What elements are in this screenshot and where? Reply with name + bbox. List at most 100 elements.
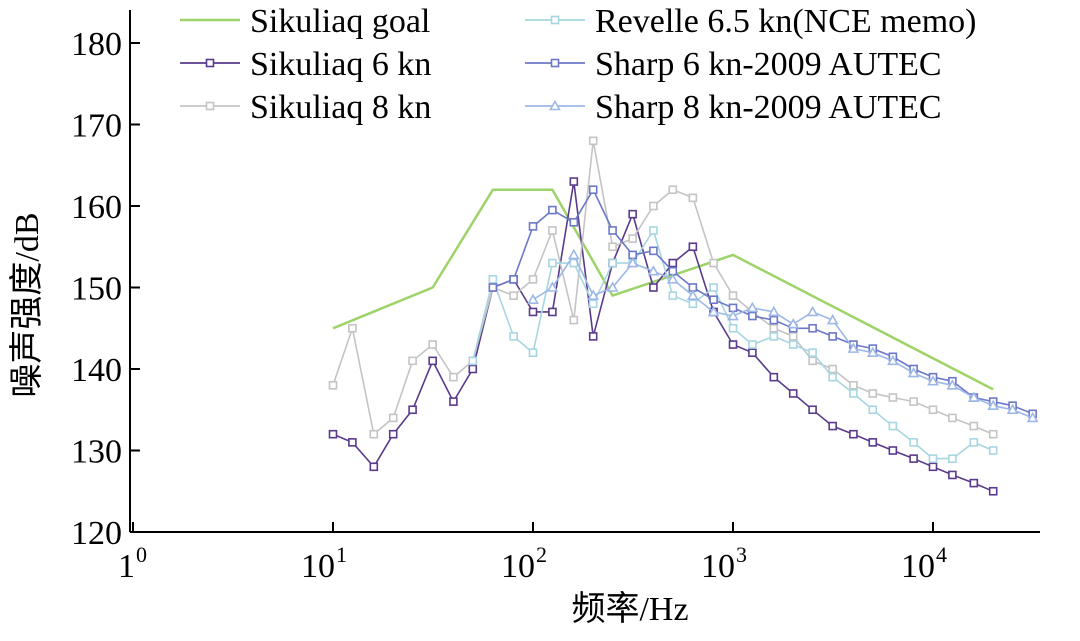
data-point — [709, 283, 718, 292]
data-point — [728, 340, 738, 349]
legend: Sikuliaq goal Sikuliaq 6 kn Sikuliaq 8 kn R… — [180, 3, 976, 126]
series-2 — [328, 177, 998, 496]
data-point — [668, 258, 678, 268]
x-tick-label: 10 — [301, 548, 335, 585]
data-point — [909, 454, 918, 463]
legend-label: Sharp 6 kn-2009 AUTEC — [595, 46, 942, 83]
series-line — [332, 180, 994, 493]
data-point — [808, 405, 817, 415]
data-point — [828, 372, 837, 382]
data-point — [548, 307, 557, 317]
data-point — [388, 413, 398, 423]
data-point — [528, 307, 538, 317]
data-point — [746, 301, 759, 313]
data-point — [688, 242, 698, 252]
data-point — [569, 315, 579, 325]
y-tick-label: 170 — [71, 108, 122, 145]
data-point — [408, 356, 417, 366]
legend-marker — [205, 58, 215, 68]
data-point — [649, 246, 658, 256]
legend-marker — [550, 15, 560, 25]
series-6 — [527, 248, 1039, 423]
data-point — [328, 380, 338, 390]
data-point — [548, 205, 557, 215]
data-point — [948, 470, 957, 480]
data-point — [769, 372, 779, 382]
data-point — [348, 323, 357, 333]
legend-label: Sharp 8 kn-2009 AUTEC — [595, 89, 942, 126]
data-point — [767, 305, 780, 317]
legend-label: Sikuliaq 6 kn — [250, 46, 431, 83]
data-point — [828, 421, 837, 431]
data-point — [988, 446, 998, 455]
data-point — [909, 397, 918, 406]
data-point — [1006, 403, 1019, 415]
data-point — [868, 438, 878, 447]
data-point — [928, 462, 938, 472]
y-tick-label: 130 — [71, 434, 122, 471]
data-point — [509, 275, 518, 284]
data-point — [567, 248, 580, 260]
data-point — [828, 332, 837, 341]
y-axis-title: 噪声强度/dB — [8, 212, 46, 397]
data-point — [628, 209, 637, 219]
data-point — [647, 265, 660, 276]
x-tick-exponent: 2 — [536, 542, 547, 567]
data-point — [348, 438, 357, 447]
legend-entry-2: Sikuliaq 6 kn — [180, 46, 431, 83]
data-point — [868, 405, 878, 415]
data-point — [608, 242, 617, 252]
data-point — [928, 454, 938, 463]
data-point — [1026, 411, 1039, 423]
series-line — [332, 140, 994, 436]
data-point — [369, 462, 379, 472]
data-point — [688, 193, 698, 203]
data-point — [649, 201, 658, 211]
data-point — [787, 318, 800, 329]
data-point — [946, 379, 959, 390]
data-point — [806, 305, 819, 317]
data-point — [587, 289, 600, 300]
series-1 — [332, 188, 994, 391]
data-point — [588, 299, 598, 309]
data-point — [888, 446, 898, 455]
data-point — [866, 346, 879, 358]
legend-marker — [549, 99, 561, 111]
data-point — [769, 332, 779, 341]
data-point — [687, 289, 699, 300]
data-point — [649, 283, 658, 292]
data-point — [546, 281, 559, 292]
data-point — [988, 429, 998, 439]
legend-label: Sikuliaq goal — [250, 3, 430, 40]
data-point — [927, 375, 939, 386]
data-point — [808, 348, 817, 358]
data-point — [666, 273, 679, 284]
data-point — [709, 258, 718, 268]
data-point — [967, 391, 980, 402]
data-point — [728, 291, 738, 300]
data-point — [909, 438, 918, 447]
x-tick-label: 10 — [501, 548, 535, 585]
data-point — [628, 234, 637, 243]
data-point — [509, 332, 518, 341]
legend-marker — [205, 101, 215, 111]
series-3 — [328, 136, 998, 439]
data-point — [907, 366, 920, 378]
data-point — [626, 256, 639, 268]
series-lines — [328, 136, 1039, 496]
data-point — [808, 356, 817, 366]
x-tick-exponent: 4 — [936, 542, 947, 567]
data-point — [588, 185, 598, 194]
data-point — [428, 356, 437, 366]
data-point — [969, 421, 979, 431]
data-point — [748, 348, 757, 358]
data-point — [668, 291, 678, 300]
data-point — [369, 429, 379, 439]
legend-entry-6: Sharp 8 kn-2009 AUTEC — [525, 89, 942, 126]
data-point — [606, 281, 619, 292]
data-point — [769, 315, 779, 325]
data-point — [569, 218, 579, 227]
y-tick-label: 180 — [71, 26, 122, 63]
x-tick-exponent: 3 — [736, 542, 747, 567]
